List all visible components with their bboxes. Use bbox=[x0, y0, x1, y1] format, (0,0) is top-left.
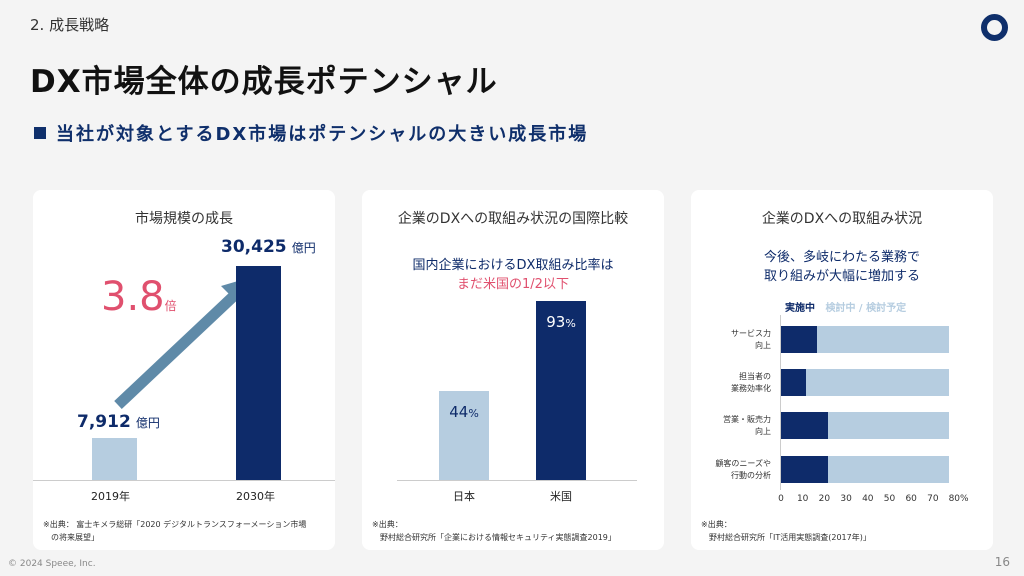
x-label-2019: 2019年 bbox=[91, 490, 130, 503]
square-bullet-icon bbox=[34, 127, 46, 139]
source-note: ※出典： 野村総合研究所「IT活用実態調査(2017年)」 bbox=[701, 520, 871, 542]
dx-status-card: 企業のDXへの取組み状況 今後、多岐にわたる業務で 取り組みが大幅に増加する 実施… bbox=[691, 190, 993, 550]
bar-2019 bbox=[92, 438, 137, 481]
bar-segment-implemented bbox=[781, 412, 828, 439]
category-label-line: 向上 bbox=[755, 341, 771, 350]
section-label: 2. 成長戦略 bbox=[30, 16, 110, 34]
x-tick-label: 20 bbox=[818, 494, 831, 504]
x-tick-label: 40 bbox=[862, 494, 874, 504]
category-label-line: 担当者の bbox=[739, 372, 771, 381]
source-note: ※出典： 野村総合研究所「企業における情報セキュリティ実態調査2019」 bbox=[372, 520, 616, 542]
x-tick-label: 60 bbox=[905, 494, 917, 504]
international-comparison-card: 企業のDXへの取組み状況の国際比較 国内企業におけるDX取組み比率は まだ米国の1… bbox=[362, 190, 664, 550]
value-label-2019: 7,912 億円 bbox=[77, 412, 160, 432]
baseline bbox=[397, 480, 637, 481]
x-label-japan: 日本 bbox=[453, 490, 475, 503]
page-number: 16 bbox=[994, 555, 1010, 569]
legend: 実施中 検討中 / 検討予定 bbox=[785, 303, 907, 314]
category-label-line: 業務効率化 bbox=[731, 384, 771, 393]
card-title: 企業のDXへの取組み状況の国際比較 bbox=[397, 211, 629, 227]
y-axis bbox=[780, 315, 781, 490]
baseline bbox=[33, 480, 335, 481]
bar-segment-implemented bbox=[781, 326, 817, 353]
category-label-line: 営業・販売力 bbox=[723, 415, 771, 424]
subtitle-text: 当社が対象とするDX市場はポテンシャルの大きい成長市場 bbox=[56, 124, 589, 145]
headline: 国内企業におけるDX取組み比率は まだ米国の1/2以下 bbox=[412, 258, 614, 292]
category-label: 担当者の業務効率化 bbox=[691, 371, 771, 395]
x-tick-label: 80% bbox=[948, 494, 969, 504]
category-label: サービス力向上 bbox=[691, 328, 771, 352]
x-tick-label: 70 bbox=[927, 494, 939, 504]
x-label-usa: 米国 bbox=[550, 490, 572, 503]
category-label: 顧客のニーズや行動の分析 bbox=[691, 458, 771, 482]
x-tick-label: 0 bbox=[778, 494, 784, 504]
category-label-line: 顧客のニーズや bbox=[715, 459, 771, 468]
x-label-2030: 2030年 bbox=[236, 490, 275, 503]
page-title: DX市場全体の成長ポテンシャル bbox=[30, 64, 498, 100]
bar-segment-considering bbox=[805, 369, 950, 396]
category-label-line: 行動の分析 bbox=[731, 471, 771, 480]
bar-usa: 93% bbox=[536, 301, 586, 481]
copyright: © 2024 Speee, Inc. bbox=[8, 559, 96, 569]
stacked-bar-chart: サービス力 向上 担当者の 業務効率化 営業・販売力 向上 顧客のニーズや 行動の分析 0 10 2… bbox=[691, 190, 993, 510]
category-label-line: 向上 bbox=[755, 427, 771, 436]
bar-segment-implemented bbox=[781, 369, 806, 396]
x-tick-label: 30 bbox=[840, 494, 852, 504]
category-label-line: サービス力 bbox=[731, 329, 771, 338]
bar-segment-considering bbox=[816, 326, 950, 353]
logo-icon bbox=[981, 14, 1008, 41]
subtitle: 当社が対象とするDX市場はポテンシャルの大きい成長市場 bbox=[34, 120, 588, 146]
category-label: 営業・販売力向上 bbox=[691, 414, 771, 438]
market-size-card: 市場規模の成長 7,912 億円 30,425 億円 3.8倍 2019年 20… bbox=[33, 190, 335, 550]
bar-2030 bbox=[236, 266, 281, 481]
card-title: 企業のDXへの取組み状況 bbox=[761, 211, 923, 227]
bar-segment-implemented bbox=[781, 456, 828, 483]
bar-segment-considering bbox=[827, 412, 950, 439]
x-tick-label: 10 bbox=[796, 494, 809, 504]
card-title: 市場規模の成長 bbox=[135, 211, 233, 227]
bar-japan: 44% bbox=[439, 391, 489, 481]
bar-segment-considering bbox=[827, 456, 950, 483]
growth-multiplier: 3.8倍 bbox=[101, 274, 177, 320]
x-tick-label: 50 bbox=[883, 494, 896, 504]
headline: 今後、多岐にわたる業務で 取り組みが大幅に増加する bbox=[763, 250, 920, 284]
source-note: ※出典： 富士キメラ総研「2020 デジタルトランスフォーメーション市場 の将来展… bbox=[43, 520, 307, 542]
value-label-2030: 30,425 億円 bbox=[221, 237, 316, 257]
